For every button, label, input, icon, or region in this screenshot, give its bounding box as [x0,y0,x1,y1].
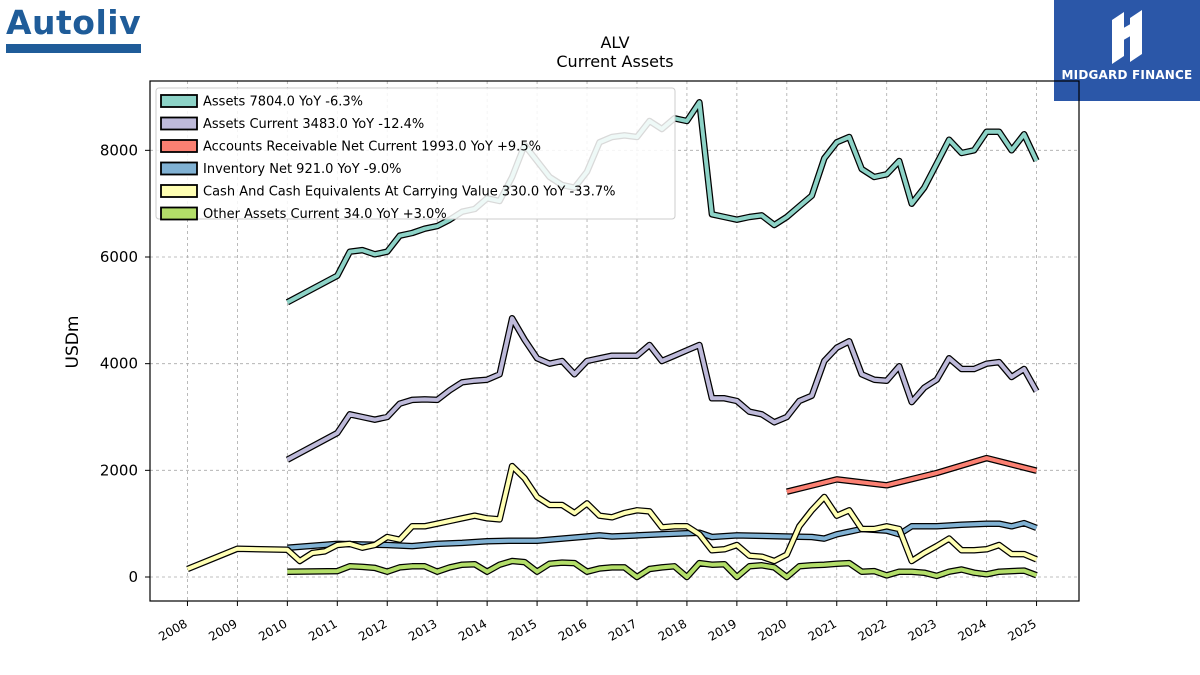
x-tick-label: 2014 [456,616,489,643]
legend-label: Accounts Receivable Net Current 1993.0 Y… [203,140,541,155]
legend-label: Cash And Cash Equivalents At Carrying Va… [203,185,615,200]
midgard-finance-logo: MIDGARD FINANCE [1054,0,1200,101]
legend-swatch [160,94,198,108]
x-tick-label: 2012 [356,616,389,643]
y-axis-label: USDm [63,316,83,369]
x-tick-label: 2023 [906,616,939,643]
legend-swatch [160,184,198,198]
plot-frame [149,80,1080,602]
legend-label: Inventory Net 921.0 YoY -9.0% [203,162,402,177]
x-tick-label: 2010 [256,616,289,643]
x-tick-label: 2018 [656,616,689,643]
autoliv-logo-bar [6,44,141,53]
x-tick-label: 2020 [756,616,789,643]
x-tick-label: 2025 [1005,616,1038,643]
x-tick-label: 2011 [306,616,339,643]
y-tick-label: 6000 [100,248,138,266]
x-tick-label: 2021 [806,616,839,643]
legend-box [155,87,676,220]
series-line [186,464,1038,571]
series-line [786,456,1037,494]
legend-label: Assets Current 3483.0 YoY -12.4% [203,117,424,132]
chart-title: ALV [600,33,629,52]
x-tick-label: 2024 [955,616,988,643]
midgard-emblem-icon [1112,10,1142,64]
autoliv-logo: Autoliv [6,4,142,54]
y-tick-label: 0 [128,568,138,586]
x-tick-label: 2017 [606,616,639,643]
autoliv-logo-text: Autoliv [6,3,142,42]
series-line [286,316,1039,462]
legend-swatch [160,161,198,176]
y-tick-label: 2000 [100,461,138,479]
legend-swatch [160,206,198,221]
series-layer [186,99,1040,581]
y-tick-label: 4000 [100,355,138,373]
legend: Assets 7804.0 YoY -6.3% Assets Current 34… [155,87,676,222]
legend-label: Assets 7804.0 YoY -6.3% [203,95,363,110]
chart-subtitle: Current Assets [556,52,673,71]
legend-swatch [160,139,198,153]
series-line [287,521,1038,550]
x-tick-label: 2022 [856,616,889,643]
y-tick-label: 8000 [100,141,138,159]
x-tick-label: 2015 [506,616,539,643]
x-tick-label: 2019 [706,616,739,643]
legend-label: Other Assets Current 34.0 YoY +3.0% [203,207,447,222]
series-line [286,100,1039,305]
legend-swatch [160,116,198,131]
midgard-logo-text: MIDGARD FINANCE [1061,68,1193,82]
x-tick-label: 2009 [206,616,239,643]
x-tick-label: 2016 [556,616,589,643]
series-line [287,559,1038,579]
x-tick-label: 2008 [156,616,189,643]
x-tick-label: 2013 [406,616,439,643]
